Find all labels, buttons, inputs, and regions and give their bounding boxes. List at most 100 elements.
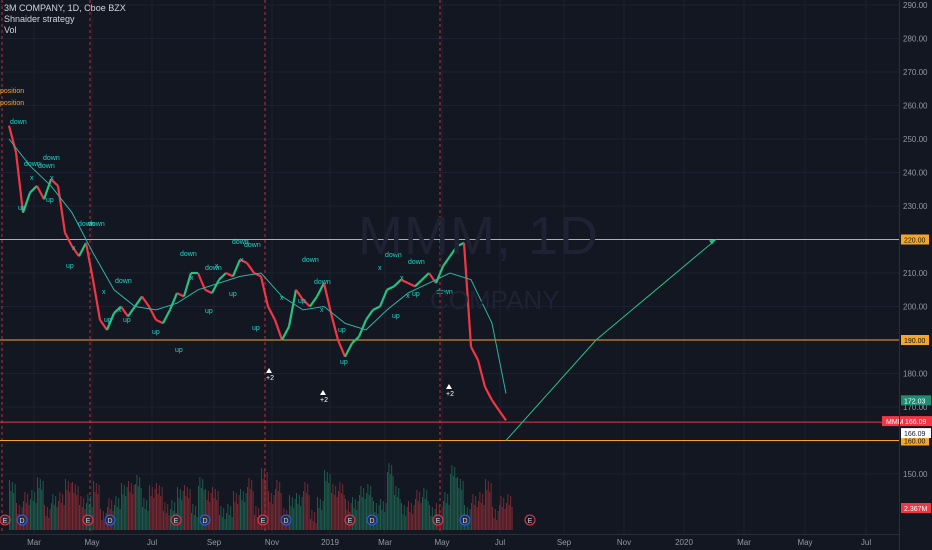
volume-bar: [356, 510, 358, 530]
price-tick-label: 280.00: [903, 35, 928, 44]
volume-bar: [101, 520, 103, 530]
signal-up-label: up: [123, 317, 131, 324]
volume-bar: [412, 514, 414, 530]
volume-bar: [235, 493, 237, 530]
volume-bar: [387, 472, 388, 530]
event-marker-label: E: [528, 518, 533, 525]
signal-plus2-label: +2: [320, 397, 328, 404]
volume-bar: [94, 492, 96, 530]
legend-symbol[interactable]: 3M COMPANY, 1D, Cboe BZX: [4, 3, 126, 13]
watermark-symbol: MMM, 1D: [358, 206, 599, 266]
price-segment: [428, 272, 437, 284]
volume-bar: [489, 492, 491, 530]
volume-bar: [479, 492, 481, 530]
price-segment: [99, 319, 108, 331]
signal-up-label: up: [152, 329, 160, 336]
price-segment: [351, 335, 360, 345]
volume-bar: [241, 500, 243, 530]
volume-bar: [203, 490, 205, 530]
volume-bar: [503, 498, 505, 530]
event-marker-label: E: [261, 518, 266, 525]
volume-bar: [251, 480, 253, 530]
signal-up-label: up: [338, 327, 346, 334]
chart-legend: 3M COMPANY, 1D, Cboe BZX Shnaider strate…: [4, 3, 126, 36]
volume-bar: [93, 481, 94, 530]
signal-down-label: down: [10, 119, 27, 126]
volume-bar: [58, 501, 59, 530]
time-tick-label: May: [84, 538, 99, 547]
time-tick-label: Sep: [207, 538, 222, 547]
event-marker: [16, 514, 28, 526]
volume-bar: [317, 497, 318, 530]
volume-bar: [408, 501, 409, 530]
price-tick-label: 290.00: [903, 1, 928, 10]
price-segment: [273, 319, 284, 341]
volume-bar: [153, 498, 155, 530]
volume-bar: [144, 509, 146, 530]
signal-arrow-up: [446, 384, 452, 389]
volume-bar: [151, 487, 153, 530]
price-segment: [162, 309, 171, 324]
volume-bar: [452, 476, 454, 530]
volume-bar: [458, 488, 460, 530]
volume-bar: [443, 501, 444, 530]
legend-strategy[interactable]: Shnaider strategy: [4, 14, 75, 24]
event-marker-label: E: [3, 518, 8, 525]
volume-bar: [189, 489, 191, 530]
moving-average-line: [8, 138, 507, 394]
volume-bar: [357, 501, 359, 530]
volume-bar: [417, 501, 419, 530]
volume-bar: [154, 489, 156, 530]
signal-cross-mark: x: [102, 289, 106, 296]
signal-down-label: down: [244, 242, 261, 249]
volume-bar: [73, 493, 75, 530]
signal-cross-mark: x: [406, 293, 410, 300]
volume-bar: [305, 493, 307, 530]
volume-bar: [14, 484, 16, 530]
signal-up-label: up: [175, 347, 183, 354]
price-segment: [182, 272, 193, 297]
signal-cross-mark: x: [30, 175, 34, 182]
volume-bar: [186, 487, 188, 530]
volume-bar: [130, 483, 132, 530]
volume-bar: [132, 494, 134, 530]
legend-volume[interactable]: Vol: [4, 25, 17, 35]
volume-bar: [396, 497, 398, 530]
volume-bar: [413, 505, 415, 530]
volume-bar: [322, 501, 324, 530]
volume-bar: [422, 497, 423, 530]
volume-bar: [501, 507, 503, 530]
time-tick-label: Jul: [861, 538, 871, 547]
volume-bar: [79, 505, 80, 530]
time-axis-border: [0, 534, 899, 535]
volume-bar: [395, 486, 397, 530]
price-segment: [105, 312, 116, 331]
volume-bar: [210, 493, 212, 530]
volume-bar: [297, 504, 299, 530]
volume-bar: [177, 487, 178, 530]
volume-bar: [461, 490, 463, 530]
volume-bar: [168, 515, 170, 530]
volume-bar: [339, 482, 341, 530]
volume-bar: [90, 496, 92, 530]
volume-bar: [195, 506, 197, 530]
volume-bar: [125, 496, 127, 530]
volume-bar: [42, 481, 44, 530]
signal-down-label: down: [385, 252, 402, 259]
signal-cross-mark: x: [215, 263, 219, 270]
event-marker-label: E: [348, 518, 353, 525]
volume-bar: [164, 502, 166, 530]
volume-bar: [331, 493, 332, 530]
price-segment: [14, 152, 25, 213]
volume-bar: [230, 506, 232, 530]
volume-bar: [420, 503, 422, 530]
volume-bar: [321, 510, 323, 530]
price-tick-label: 250.00: [903, 135, 928, 144]
signal-down-label: down: [78, 221, 95, 228]
last-symbol-label: MMM: [886, 419, 904, 426]
volume-bar: [364, 499, 366, 530]
price-segment: [365, 309, 374, 321]
signal-plus2-label: +2: [446, 391, 454, 398]
price-segment: [64, 232, 73, 247]
